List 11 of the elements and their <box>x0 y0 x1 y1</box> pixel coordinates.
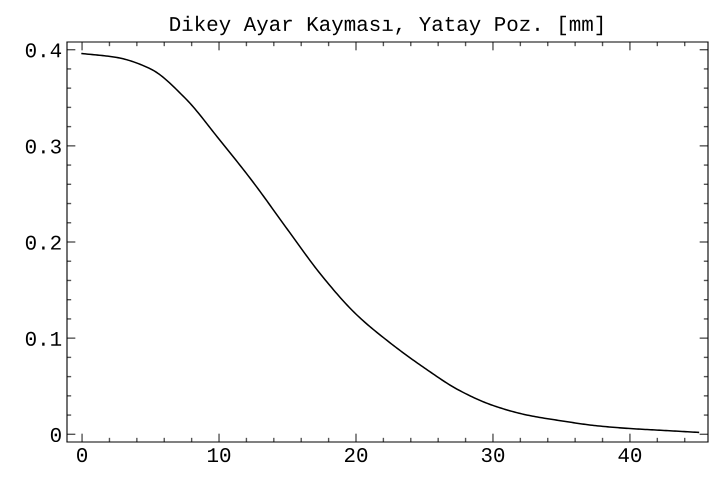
x-tick-label: 10 <box>208 448 230 462</box>
y-tick-label: 0.1 <box>26 332 62 346</box>
x-tick-label: 40 <box>618 448 642 462</box>
x-tick-label: 0 <box>77 448 88 462</box>
y-tick-label: 0 <box>50 428 61 442</box>
y-tick-label: 0.3 <box>26 139 61 154</box>
chart-title: Dikey Ayar Kayması, Yatay Poz. [mm] <box>170 16 602 36</box>
x-tick-label: 30 <box>482 448 504 462</box>
y-tick-label: 0.2 <box>26 236 61 250</box>
y-tick-label: 0.4 <box>26 43 62 58</box>
x-tick-label: 20 <box>344 448 368 462</box>
